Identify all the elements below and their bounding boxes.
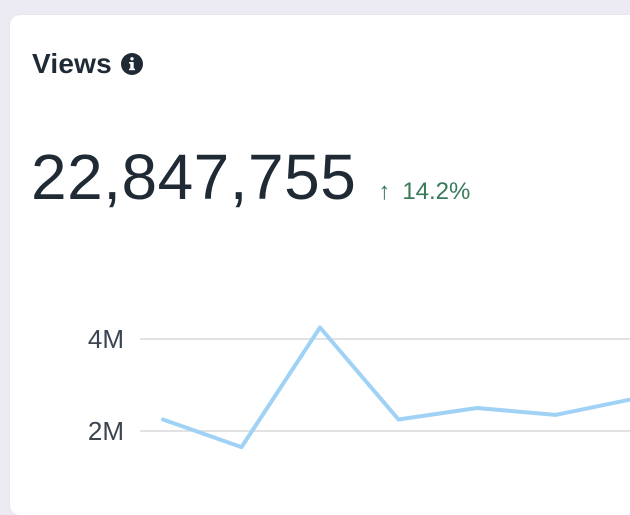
chart-grid — [140, 339, 630, 431]
series-line-0 — [163, 328, 630, 448]
y-tick-label: 4M — [88, 324, 124, 354]
chart-series-layer — [163, 327, 630, 447]
chart-y-axis: 4M 2M — [88, 324, 124, 446]
y-tick-label: 2M — [88, 416, 124, 446]
views-line-chart: 4M 2M — [0, 0, 630, 486]
